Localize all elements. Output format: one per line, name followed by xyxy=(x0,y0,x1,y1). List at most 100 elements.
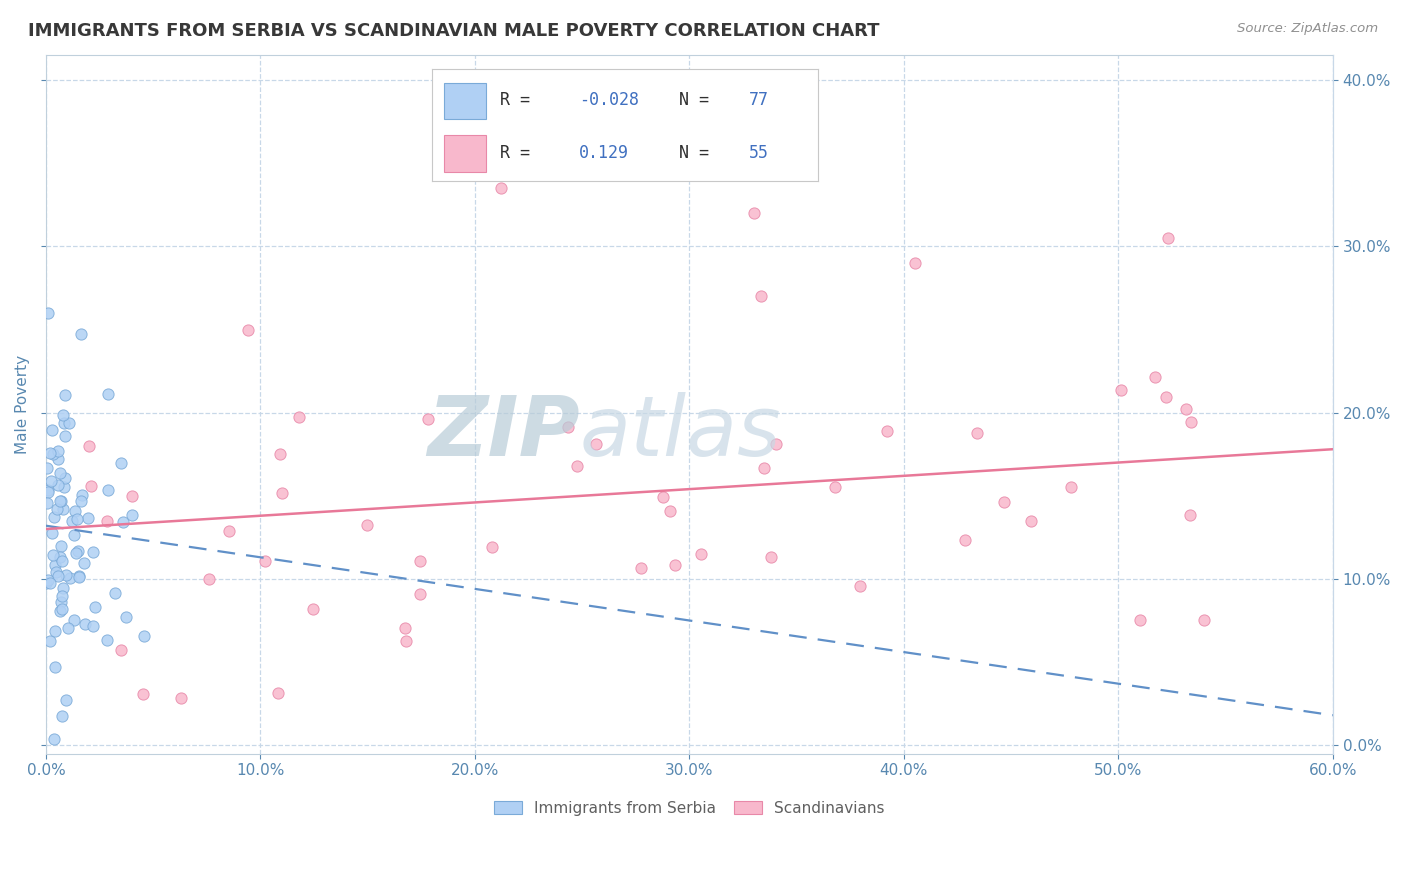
Point xyxy=(49,494,72,508)
Point xyxy=(1174,401,1197,416)
Point xyxy=(39,474,62,488)
Point xyxy=(287,409,309,424)
Point xyxy=(62,527,84,541)
Point xyxy=(37,485,59,500)
Point xyxy=(52,480,75,494)
Point xyxy=(409,554,432,568)
Point xyxy=(56,621,79,635)
Point xyxy=(112,515,135,529)
Point xyxy=(72,557,94,571)
Text: IMMIGRANTS FROM SERBIA VS SCANDINAVIAN MALE POVERTY CORRELATION CHART: IMMIGRANTS FROM SERBIA VS SCANDINAVIAN M… xyxy=(28,22,880,40)
Point xyxy=(37,461,59,475)
Point xyxy=(1157,231,1180,245)
Point xyxy=(46,569,69,583)
Point xyxy=(37,306,59,320)
Point xyxy=(37,483,59,498)
Point xyxy=(41,423,63,437)
Point xyxy=(96,514,118,528)
Point xyxy=(652,490,675,504)
Point xyxy=(77,439,100,453)
Point xyxy=(253,554,276,568)
Point xyxy=(97,483,120,498)
Point xyxy=(46,444,69,458)
Point xyxy=(742,206,765,220)
Point xyxy=(55,568,77,582)
Point xyxy=(53,429,76,443)
Point xyxy=(1156,391,1178,405)
Point xyxy=(759,549,782,564)
Point xyxy=(110,643,132,657)
Point xyxy=(1109,383,1132,397)
Point xyxy=(51,589,73,603)
Point xyxy=(489,181,512,195)
Point xyxy=(49,466,72,480)
Point xyxy=(38,576,60,591)
Point xyxy=(46,452,69,467)
Point xyxy=(824,480,846,494)
Point xyxy=(65,546,87,560)
Point xyxy=(1180,508,1202,522)
Point xyxy=(44,624,66,639)
Point xyxy=(197,572,219,586)
Point xyxy=(51,554,73,568)
Point xyxy=(121,508,143,522)
Point xyxy=(70,488,93,502)
Point xyxy=(69,327,91,342)
Point xyxy=(60,514,83,528)
Point xyxy=(557,419,579,434)
Point xyxy=(52,581,75,595)
Point xyxy=(302,602,325,616)
Point xyxy=(1129,614,1152,628)
Point xyxy=(35,496,58,510)
Point xyxy=(585,436,607,450)
Point xyxy=(52,416,75,430)
Point xyxy=(51,494,73,508)
Point xyxy=(55,692,77,706)
Point xyxy=(966,426,988,441)
Point xyxy=(51,709,73,723)
Point xyxy=(765,436,787,450)
Point xyxy=(1021,514,1043,528)
Point xyxy=(904,256,927,270)
Y-axis label: Male Poverty: Male Poverty xyxy=(15,355,30,454)
Point xyxy=(53,471,76,485)
Point xyxy=(752,460,775,475)
Point xyxy=(953,533,976,548)
Point xyxy=(80,479,103,493)
Point xyxy=(65,504,87,518)
Point xyxy=(236,322,259,336)
Point xyxy=(38,445,60,459)
Point xyxy=(49,604,72,618)
Point xyxy=(45,565,67,579)
Point xyxy=(876,424,898,438)
Point xyxy=(169,691,191,706)
Point xyxy=(658,504,681,518)
Point xyxy=(51,602,73,616)
Point xyxy=(356,518,378,533)
Point xyxy=(46,478,69,492)
Point xyxy=(51,539,73,553)
Point xyxy=(44,509,66,524)
Point xyxy=(44,659,66,673)
Point xyxy=(418,411,440,425)
Point xyxy=(132,687,155,701)
Point xyxy=(42,548,65,562)
Point xyxy=(52,502,75,516)
Point xyxy=(82,545,104,559)
Point xyxy=(53,387,76,401)
Point xyxy=(115,610,138,624)
Point xyxy=(83,600,105,615)
Point xyxy=(394,621,416,635)
Point xyxy=(44,558,66,573)
Text: atlas: atlas xyxy=(581,392,782,473)
Point xyxy=(37,573,59,587)
Point xyxy=(689,547,711,561)
Point xyxy=(567,458,589,473)
Text: Source: ZipAtlas.com: Source: ZipAtlas.com xyxy=(1237,22,1378,36)
Point xyxy=(267,686,290,700)
Point xyxy=(38,634,60,648)
Point xyxy=(134,629,156,643)
Legend: Immigrants from Serbia, Scandinavians: Immigrants from Serbia, Scandinavians xyxy=(495,801,884,815)
Text: ZIP: ZIP xyxy=(427,392,581,473)
Point xyxy=(35,576,58,591)
